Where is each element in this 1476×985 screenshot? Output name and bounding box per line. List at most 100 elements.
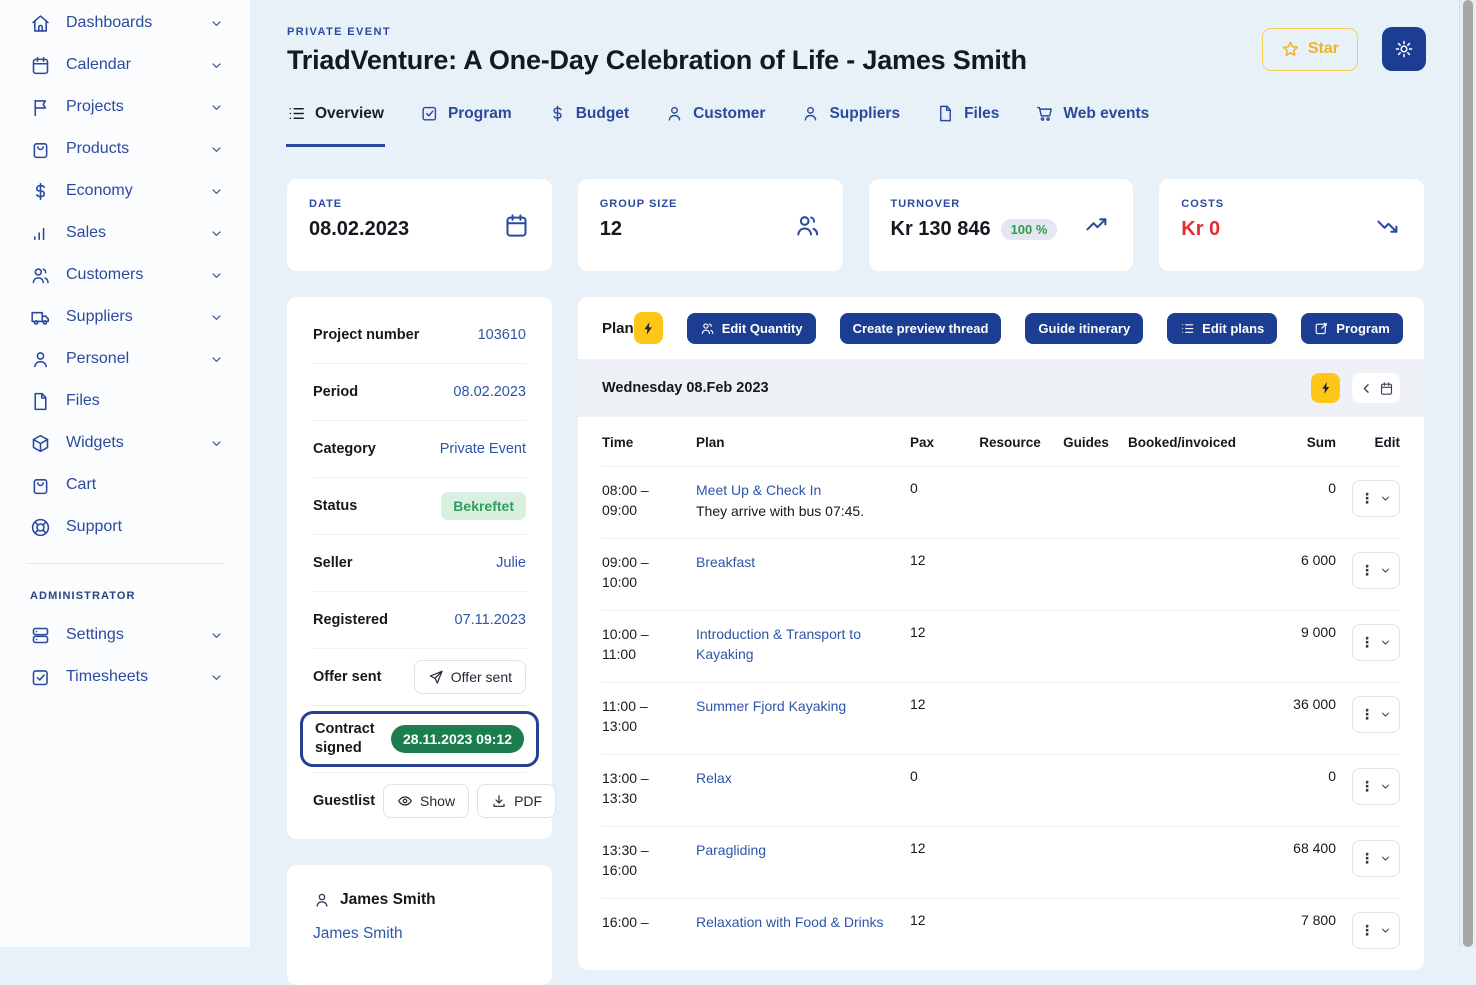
customer-link[interactable]: James Smith [313, 925, 403, 942]
sidebar-item-widgets[interactable]: Widgets [0, 422, 250, 464]
row-edit-button[interactable]: ⋮ [1352, 480, 1400, 517]
star-button-label: Star [1307, 40, 1339, 57]
create-preview-thread-button[interactable]: Create preview thread [839, 312, 1002, 344]
sidebar-item-timesheets[interactable]: Timesheets [0, 656, 250, 698]
plan-item-link[interactable]: Breakfast [696, 554, 756, 570]
sidebar-item-settings[interactable]: Settings [0, 614, 250, 656]
detail-row-wrap: Contract signed 28.11.2023 09:12 [300, 711, 539, 773]
plan-item-link[interactable]: Introduction & Transport to Kayaking [696, 626, 861, 662]
sidebar-item-label: Suppliers [66, 308, 133, 325]
stat-label: COSTS [1181, 198, 1225, 210]
plan-item-link[interactable]: Summer Fjord Kayaking [696, 698, 847, 714]
guide-itinerary-button[interactable]: Guide itinerary [1025, 312, 1144, 344]
trend-up-icon [1086, 217, 1107, 230]
time-cell: 10:00 –11:00 [602, 626, 649, 662]
plan-item-note: They arrive with bus 07:45. [696, 503, 865, 519]
chevron-down-icon [212, 632, 221, 638]
row-edit-button[interactable]: ⋮ [1352, 912, 1400, 949]
sidebar-item-products[interactable]: Products [0, 128, 250, 170]
header-actions: Star [1261, 27, 1426, 71]
sum-cell: 68 400 [1293, 840, 1336, 856]
row-edit-button[interactable]: ⋮ [1352, 768, 1400, 805]
plan-item-link[interactable]: Relax [696, 770, 732, 786]
detail-value: 103610 [477, 327, 526, 343]
sidebar-item-suppliers[interactable]: Suppliers [0, 296, 250, 338]
tab-budget[interactable]: Budget [548, 104, 629, 123]
sidebar: Dashboards Calendar Projects Products Ec… [0, 0, 250, 947]
trend-down-icon [1377, 220, 1398, 233]
tab-program[interactable]: Program [420, 104, 512, 123]
day-bolt-button[interactable] [1311, 373, 1340, 403]
sidebar-item-label: Dashboards [66, 14, 153, 31]
tab-label: Overview [315, 104, 384, 122]
show-button[interactable]: Show [383, 784, 470, 818]
time-cell: 16:00 – [602, 914, 649, 930]
stats-row: DATE 08.02.2023 GROUP SIZE 12 TURNOVER K… [287, 179, 1424, 271]
stat-value: Kr 130 846 100 % [891, 218, 1058, 241]
detail-row-wrap: Period 08.02.2023 [313, 364, 526, 421]
program-button[interactable]: Program [1301, 312, 1403, 344]
detail-label: Offer sent [313, 669, 382, 685]
detail-label: Contract signed [315, 721, 375, 756]
sidebar-item-support[interactable]: Support [0, 506, 250, 548]
page-scrollbar[interactable] [1459, 0, 1476, 947]
kebab-icon: ⋮ [1360, 490, 1374, 507]
pax-cell: 0 [910, 768, 918, 784]
chevron-down-icon [1382, 784, 1389, 789]
sidebar-item-economy[interactable]: Economy [0, 170, 250, 212]
sidebar-item-cart[interactable]: Cart [0, 464, 250, 506]
server-icon [32, 627, 49, 643]
calendar-icon [32, 56, 49, 74]
download-icon [493, 795, 505, 807]
tab-overview[interactable]: Overview [286, 104, 385, 147]
chevron-down-icon [1382, 496, 1389, 501]
plan-cell: Summer Fjord Kayaking [696, 696, 902, 716]
pax-cell: 12 [910, 552, 926, 568]
sidebar-item-customers[interactable]: Customers [0, 254, 250, 296]
plan-item-link[interactable]: Relaxation with Food & Drinks [696, 914, 884, 930]
chevron-down-icon [212, 146, 221, 152]
plan-cell: Breakfast [696, 552, 902, 572]
pax-cell: 12 [910, 624, 926, 640]
stat-card-group-size: GROUP SIZE 12 [577, 179, 843, 271]
star-button[interactable]: Star [1261, 27, 1358, 71]
check-square-icon [422, 106, 437, 121]
row-edit-button[interactable]: ⋮ [1352, 840, 1400, 877]
scrollbar-thumb[interactable] [1463, 0, 1473, 947]
lightning-icon [644, 321, 652, 335]
sidebar-item-sales[interactable]: Sales [0, 212, 250, 254]
plan-item-link[interactable]: Meet Up & Check In [696, 482, 822, 498]
pdf-button[interactable]: PDF [477, 784, 557, 818]
day-calendar-nav-button[interactable] [1352, 373, 1400, 403]
tab-suppliers[interactable]: Suppliers [801, 104, 900, 123]
edit-plans-button[interactable]: Edit plans [1167, 312, 1278, 344]
project-details-card: Project number 103610 Period 08.02.2023 Ca… [287, 297, 557, 839]
chevron-down-icon [212, 440, 221, 446]
tab-bar: Overview Program Budget Customer Supplie… [286, 104, 1424, 147]
sidebar-item-calendar[interactable]: Calendar [0, 44, 250, 86]
bar-chart-icon [34, 227, 45, 240]
quick-action-bolt-button[interactable] [633, 312, 663, 344]
edit-cell: ⋮ [1344, 480, 1400, 517]
tab-files[interactable]: Files [936, 104, 999, 123]
tab-label: Suppliers [829, 104, 901, 122]
row-edit-button[interactable]: ⋮ [1352, 624, 1400, 661]
chevron-down-icon [1382, 712, 1389, 717]
tab-label: Budget [575, 104, 630, 122]
tab-customer[interactable]: Customer [665, 104, 765, 123]
sidebar-item-files[interactable]: Files [0, 380, 250, 422]
sidebar-item-projects[interactable]: Projects [0, 86, 250, 128]
edit-quantity-button[interactable]: Edit Quantity [686, 312, 816, 344]
list-icon [289, 108, 304, 119]
row-edit-button[interactable]: ⋮ [1352, 552, 1400, 589]
tab-web-events[interactable]: Web events [1035, 104, 1149, 123]
user-icon [668, 106, 681, 121]
dollar-icon [553, 105, 562, 122]
settings-gear-button[interactable] [1382, 27, 1426, 71]
sidebar-item-personel[interactable]: Personel [0, 338, 250, 380]
sidebar-item-dashboards[interactable]: Dashboards [0, 2, 250, 44]
chevron-down-icon [1382, 856, 1389, 861]
plan-item-link[interactable]: Paragliding [696, 842, 767, 858]
offer-sent-button[interactable]: Offer sent [413, 660, 526, 694]
row-edit-button[interactable]: ⋮ [1352, 696, 1400, 733]
